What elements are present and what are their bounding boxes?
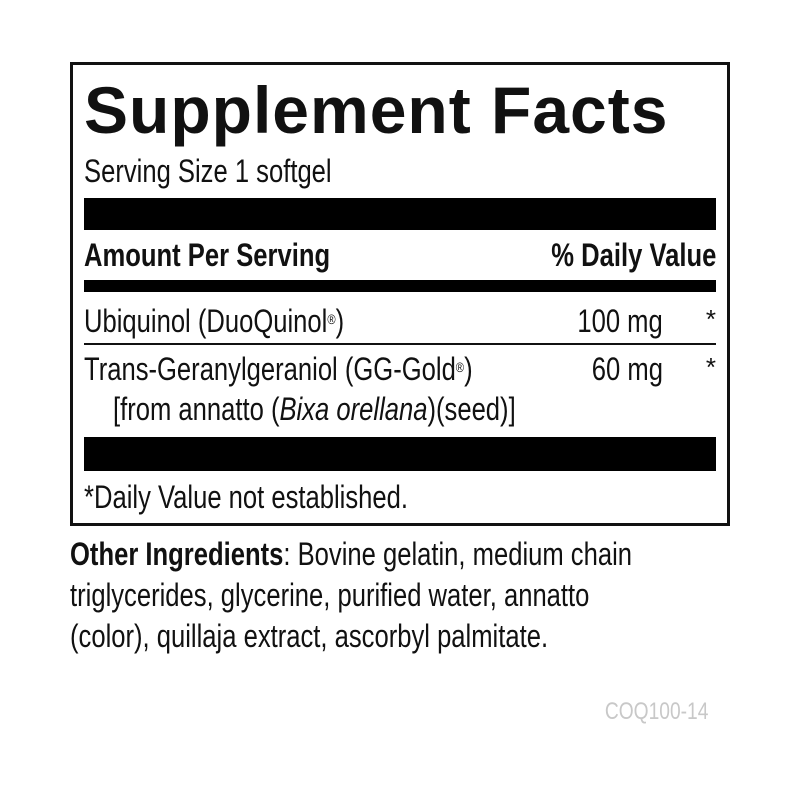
title: Supplement Facts (84, 73, 669, 147)
ingredient-source: [from annatto (Bixa orellana)(seed)] (113, 390, 516, 428)
ingredient-name-text: Ubiquinol (DuoQuinol (84, 303, 328, 339)
ingredient-dv: * (705, 304, 716, 334)
registered-mark: ® (327, 311, 336, 327)
source-text: [from annatto ( (113, 391, 280, 427)
thick-divider (84, 198, 716, 230)
other-ingredients-line: (color), quillaja extract, ascorbyl palm… (70, 618, 549, 654)
footnote: *Daily Value not established. (84, 479, 408, 515)
other-ingredients-line: : Bovine gelatin, medium chain (283, 536, 632, 572)
amount-per-serving-header: Amount Per Serving (84, 237, 331, 273)
thick-divider (84, 437, 716, 471)
registered-mark: ® (455, 359, 465, 375)
ingredient-name-text: Trans-Geranylgeraniol (GG-Gold (84, 351, 456, 387)
medium-divider (84, 280, 716, 292)
source-text-end: )(seed)] (427, 391, 516, 427)
ingredient-amount: 60 mg (591, 351, 663, 387)
serving-size: Serving Size 1 softgel (84, 153, 332, 189)
source-botanical-name: Bixa orellana (279, 391, 428, 427)
other-ingredients-label: Other Ingredients (70, 536, 284, 572)
ingredient-name-end: ) (335, 303, 345, 339)
ingredient-dv: * (705, 352, 716, 382)
daily-value-header: % Daily Value (550, 237, 716, 273)
ingredient-name: Ubiquinol (DuoQuinol®) (84, 302, 344, 340)
product-code: COQ100-14 (604, 698, 708, 725)
ingredient-amount: 100 mg (577, 303, 663, 339)
other-ingredients: Other Ingredients: Bovine gelatin, mediu… (70, 534, 632, 657)
row-divider (84, 343, 716, 345)
other-ingredients-line: triglycerides, glycerine, purified water… (70, 577, 590, 613)
ingredient-name: Trans-Geranylgeraniol (GG-Gold®) (84, 350, 473, 388)
ingredient-name-end: ) (464, 351, 473, 387)
facts-panel (70, 62, 730, 526)
